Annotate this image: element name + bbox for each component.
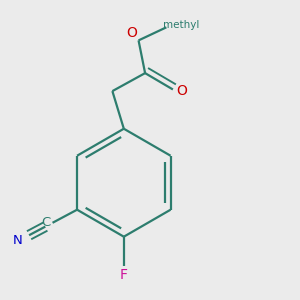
Text: F: F — [120, 268, 128, 282]
Text: O: O — [177, 84, 188, 98]
Text: C: C — [41, 216, 51, 229]
Text: O: O — [126, 26, 137, 40]
Text: methyl: methyl — [163, 20, 199, 30]
Text: N: N — [13, 234, 22, 247]
